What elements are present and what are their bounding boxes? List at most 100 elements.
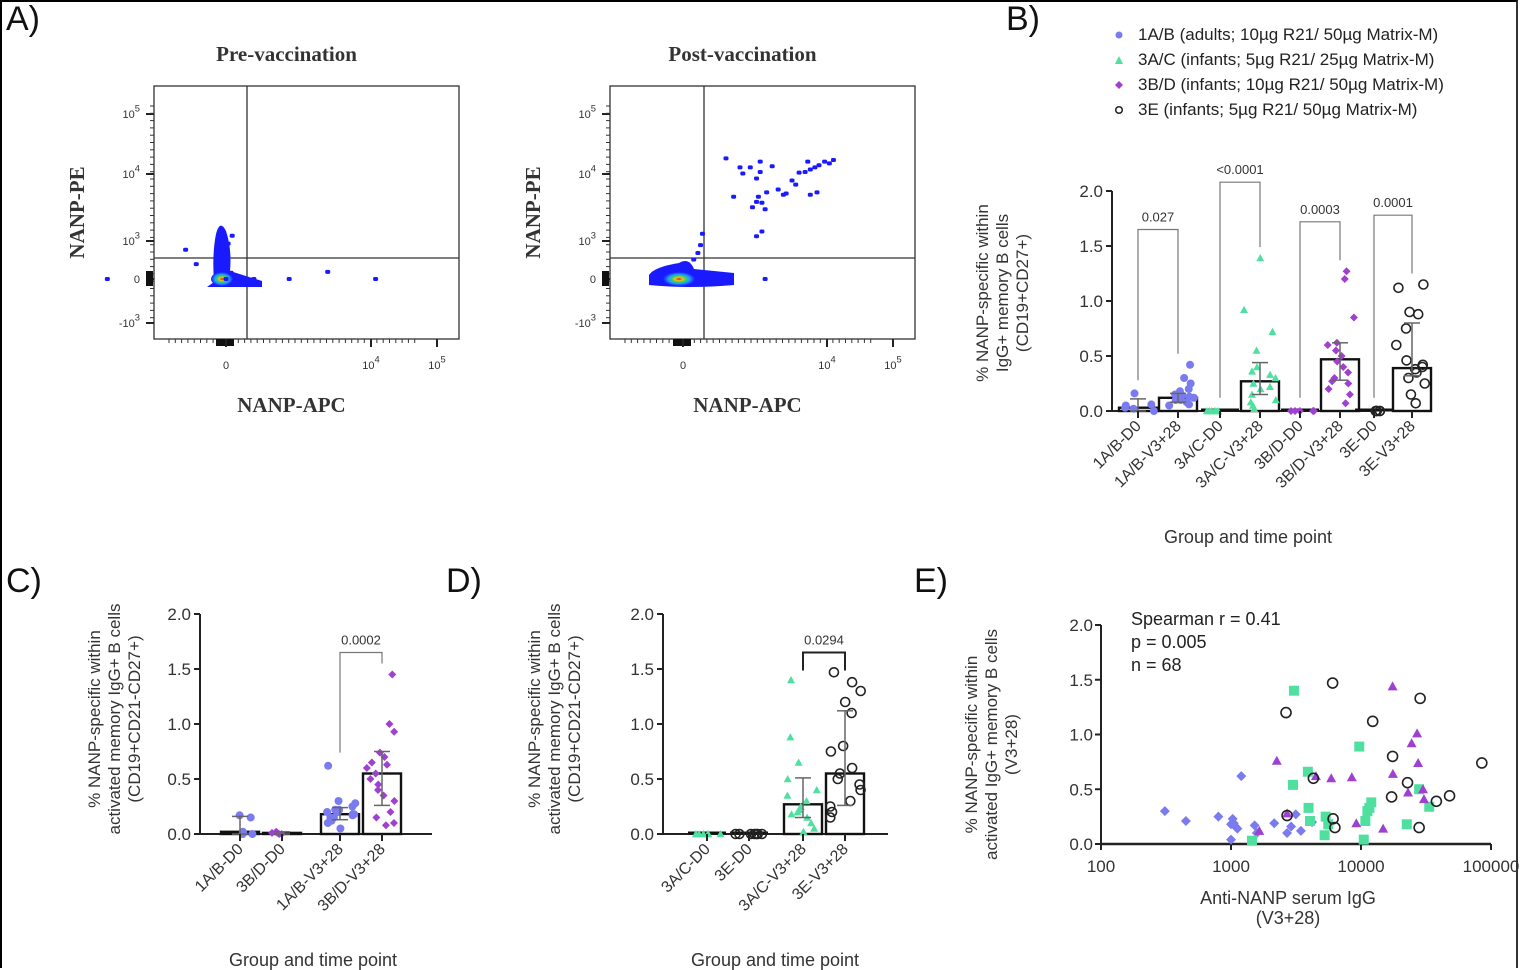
data-point (1344, 379, 1353, 388)
data-point (1291, 407, 1300, 415)
flow-plot-frame (609, 85, 916, 340)
legend-marker-triangle-icon (1108, 55, 1130, 65)
data-point-3e (1327, 813, 1339, 825)
legend: 1A/B (adults; 10µg R21/ 50µg Matrix-M) 3… (1108, 22, 1444, 122)
event-density-core (663, 272, 695, 286)
data-point (1403, 372, 1414, 384)
data-point (1339, 363, 1348, 371)
data-point-3ac (1323, 819, 1334, 830)
y-axis-label: (CD19+CD27+) (1013, 234, 1032, 352)
data-point-3bd (1418, 784, 1429, 794)
flow-xlabel: NANP-APC (237, 393, 345, 417)
y-tick-label: 1.0 (630, 715, 654, 734)
y-tick-label: -103 (119, 312, 140, 330)
significance-bracket (1219, 181, 1261, 398)
data-point-1ab (1159, 806, 1170, 817)
legend-item-1ab: 1A/B (adults; 10µg R21/ 50µg Matrix-M) (1108, 22, 1444, 47)
x-tick-label: 0 (680, 360, 686, 372)
data-point (703, 830, 712, 838)
event-dot (747, 165, 753, 170)
data-point-3e (1401, 776, 1414, 789)
data-point (1185, 400, 1194, 409)
data-point-3ac (1304, 816, 1315, 827)
p-value-label: 0.0002 (341, 633, 381, 648)
data-point (381, 821, 390, 830)
data-point (752, 828, 764, 840)
event-dot (755, 194, 761, 199)
data-point-3e (1430, 795, 1443, 808)
data-point (1349, 313, 1358, 322)
data-point (246, 813, 255, 822)
data-point-3e (1307, 772, 1320, 785)
event-dot (325, 269, 331, 274)
data-point-3bd (1346, 772, 1357, 782)
data-point-3ac (1354, 741, 1365, 752)
y-tick-label: 1.0 (1069, 726, 1093, 745)
data-point-3ac (1364, 802, 1375, 813)
data-point (386, 808, 395, 816)
event-dot (759, 200, 765, 205)
y-tick-label: 0.0 (1079, 402, 1103, 421)
data-point (348, 810, 357, 819)
panel-label-e: E) (914, 562, 948, 600)
p-value-label: 0.0001 (1373, 195, 1413, 210)
data-point (749, 828, 760, 840)
event-dot (754, 199, 760, 204)
y-axis-label: activated IgG+ memory B cells (982, 629, 1001, 860)
event-dot (796, 170, 802, 175)
data-point-3e (1329, 821, 1341, 834)
data-point (834, 768, 846, 779)
event-dot (762, 207, 768, 212)
event-dot (816, 163, 822, 168)
data-point (1268, 327, 1277, 335)
event-dot (749, 205, 755, 210)
y-tick-label: 0.5 (167, 770, 191, 789)
data-point (1309, 407, 1318, 415)
y-tick-label: -103 (575, 312, 596, 330)
data-point-3bd (1254, 825, 1265, 835)
event-dot (830, 157, 836, 162)
data-point (1324, 385, 1333, 393)
data-point-3bd (1271, 755, 1282, 765)
event-dot (769, 164, 775, 169)
x-tick-label: 104 (818, 354, 835, 372)
event-dot (793, 182, 799, 187)
p-value-label: 0.0003 (1300, 202, 1340, 217)
data-point (1186, 379, 1195, 388)
event-dot (193, 262, 199, 267)
data-point-3e (1366, 715, 1379, 728)
bar-chart-C: 0.00.51.01.52.01A/B-D03B/D-D01A/B-V3+283… (85, 603, 432, 970)
data-point (795, 805, 804, 813)
data-point-1ab (1226, 819, 1236, 830)
data-point (799, 827, 808, 835)
data-point-3ac (1424, 801, 1435, 812)
flow-ylabel: NANP-PE (65, 166, 89, 258)
event-dot (241, 277, 247, 281)
data-point (1370, 405, 1382, 417)
data-point-3ac (1414, 784, 1425, 795)
y-axis-event-density (146, 271, 153, 286)
flow-title: Post-vaccination (668, 42, 816, 66)
data-point-3ac (1319, 830, 1330, 841)
x-tick-label: 1000 (1212, 857, 1250, 876)
x-axis-label: Group and time point (229, 950, 397, 970)
scatter-chart-E: 0.0 0.5 1.0 1.5 2.0 100 1000 10000 100000 Spearma… (962, 609, 1519, 928)
data-point (1121, 403, 1130, 412)
data-point (810, 824, 819, 832)
data-point (390, 797, 399, 805)
legend-label: 1A/B (adults; 10µg R21/ 50µg Matrix-M) (1138, 25, 1439, 44)
data-point (336, 824, 345, 833)
y-tick-label: 0.5 (1069, 780, 1093, 799)
x-tick-label: 104 (362, 354, 379, 372)
data-point (367, 758, 376, 767)
data-point-3bd (1403, 787, 1414, 797)
data-point (1331, 346, 1340, 355)
data-point (794, 758, 803, 766)
data-point (1147, 400, 1156, 409)
data-point (1252, 346, 1261, 354)
data-point (1401, 355, 1412, 366)
data-point (388, 670, 397, 679)
y-tick-label: 0 (590, 274, 596, 286)
event-dot (826, 161, 832, 166)
